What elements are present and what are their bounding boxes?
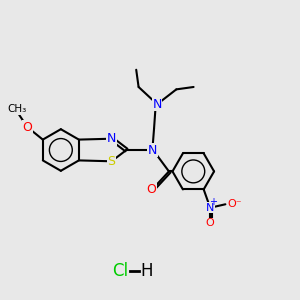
Text: S: S — [107, 155, 116, 168]
Text: +: + — [209, 197, 217, 207]
Text: O⁻: O⁻ — [227, 199, 242, 209]
Text: O: O — [147, 183, 157, 196]
Text: Cl: Cl — [112, 262, 128, 280]
Text: O: O — [22, 121, 32, 134]
Text: N: N — [107, 132, 116, 145]
Text: H: H — [140, 262, 153, 280]
Text: N: N — [206, 203, 214, 213]
Text: O: O — [206, 218, 214, 228]
Text: CH₃: CH₃ — [7, 104, 26, 114]
Text: N: N — [148, 143, 157, 157]
Text: N: N — [152, 98, 162, 111]
